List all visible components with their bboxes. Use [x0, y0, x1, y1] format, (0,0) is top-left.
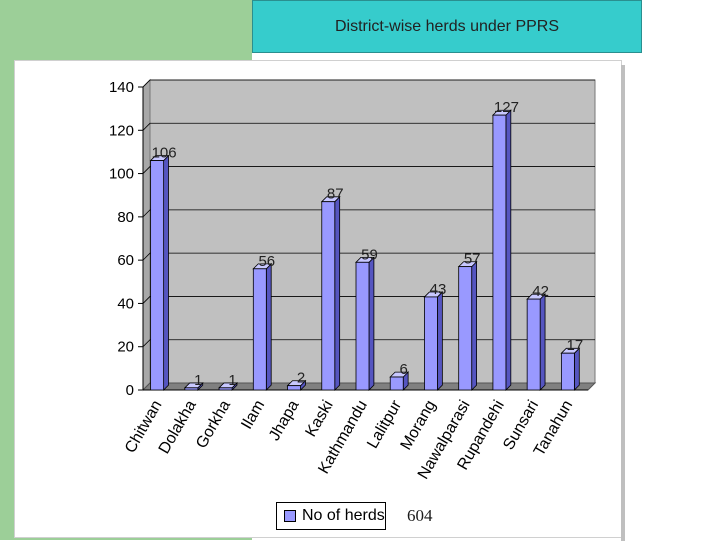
bar-side	[471, 260, 477, 391]
data-label: 87	[327, 186, 344, 203]
data-label: 56	[258, 253, 275, 270]
category-label: Kaski	[302, 398, 336, 440]
total-herds: 604	[407, 506, 433, 525]
category-label: Ilam	[238, 398, 268, 433]
y-tick-label: 40	[117, 295, 134, 312]
bar	[560, 352, 575, 391]
data-label: 1	[228, 372, 236, 389]
data-label: 43	[430, 281, 447, 298]
bar	[218, 387, 233, 391]
data-label: 106	[152, 145, 177, 162]
y-tick-label: 0	[126, 382, 134, 399]
legend-swatch	[284, 510, 296, 522]
data-label: 59	[361, 246, 378, 263]
bar-side	[334, 195, 341, 391]
gridline	[142, 339, 595, 347]
y-tick-label: 100	[109, 166, 134, 183]
data-label: 1	[194, 372, 202, 389]
bar	[424, 296, 438, 391]
bar-side	[265, 262, 272, 391]
y-tick-label: 60	[117, 252, 134, 269]
bar	[321, 201, 336, 391]
title-banner: District-wise herds under PPRS	[252, 0, 642, 53]
gridline	[142, 209, 595, 218]
bar	[355, 261, 370, 391]
bar-side	[368, 256, 375, 391]
bar	[184, 387, 199, 391]
chart-title: District-wise herds under PPRS	[334, 17, 560, 35]
bar	[150, 160, 165, 391]
legend-label: No of herds	[302, 507, 385, 524]
y-tick-label: 20	[117, 339, 134, 356]
gridline	[142, 79, 595, 88]
gridline	[142, 252, 595, 261]
y-tick-label: 80	[117, 209, 134, 226]
y-tick-label: 140	[109, 79, 134, 96]
bar-side	[573, 347, 580, 391]
gridline	[142, 122, 595, 131]
bar	[526, 298, 541, 391]
data-label: 42	[532, 283, 549, 300]
bar	[252, 268, 267, 391]
bar	[389, 376, 404, 391]
data-label: 2	[297, 370, 305, 387]
y-tick-label: 120	[109, 122, 134, 139]
data-label: 127	[494, 99, 519, 116]
bar	[287, 385, 301, 391]
gridline	[142, 296, 595, 304]
data-label: 57	[464, 251, 481, 268]
legend: No of herds	[276, 502, 386, 530]
bar	[492, 114, 507, 391]
bar-side	[163, 154, 169, 391]
bar	[458, 266, 473, 391]
data-label: 6	[400, 361, 408, 378]
bar-side	[539, 293, 546, 391]
category-label: Jhapa	[266, 397, 303, 443]
data-label: 17	[567, 337, 584, 354]
bar-side	[505, 109, 512, 391]
bar-side	[437, 291, 443, 391]
category-label: Gorkha	[193, 397, 234, 451]
gridline	[142, 166, 595, 174]
